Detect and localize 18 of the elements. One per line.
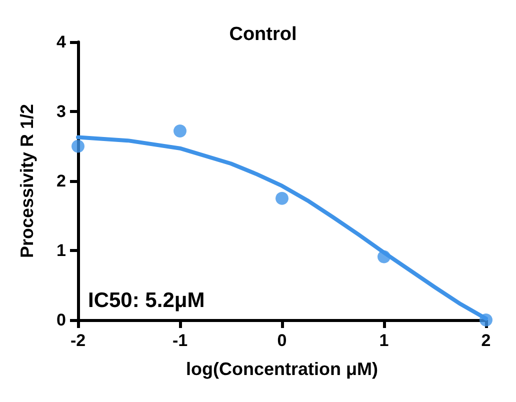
point	[174, 124, 186, 138]
x-tick-label: -1	[172, 331, 188, 350]
y-tick-label: 0	[56, 310, 66, 330]
x-axis-title: log(Concentration μM)	[186, 359, 378, 379]
point	[72, 140, 84, 153]
y-axis-title: Processivity R 1/2	[17, 104, 37, 258]
y-tick-label: 4	[56, 32, 67, 52]
x-tick-label: 0	[277, 331, 287, 350]
point	[378, 250, 390, 264]
chart-title: Control	[229, 24, 297, 45]
annotation: IC50: 5.2μM	[88, 289, 205, 312]
y-tick-label: 1	[56, 241, 66, 260]
x-tick-label: -2	[70, 331, 86, 350]
point	[276, 192, 288, 205]
y-tick-label: 3	[56, 102, 66, 121]
x-tick-label: 2	[481, 331, 491, 350]
x-tick-label: 1	[379, 331, 389, 350]
y-tick-label: 2	[56, 172, 66, 190]
